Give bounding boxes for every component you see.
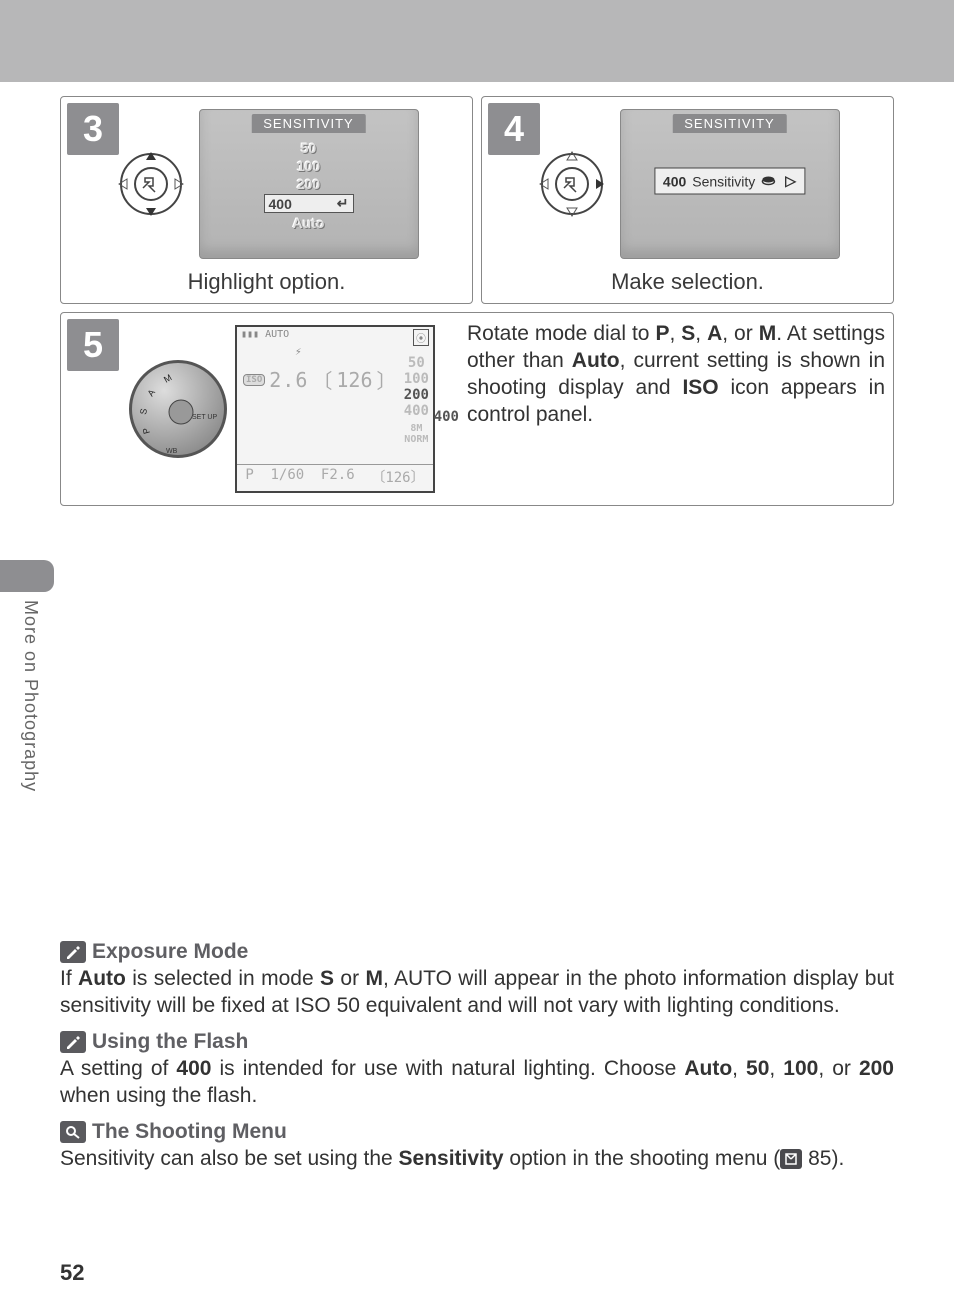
step-3-caption: Highlight option.: [188, 269, 346, 295]
step-5-text: Rotate mode dial to P, S, A, or M. At se…: [467, 321, 885, 429]
side-tab-nub: [0, 560, 54, 592]
lcd-title: SENSITIVITY: [672, 114, 786, 133]
step-3-inner: SENSITIVITY 50 100 200 400 ↵ Auto: [69, 105, 464, 263]
dial-icon: [761, 175, 779, 187]
battery-auto-icon: ▮▮▮ AUTO: [241, 329, 289, 346]
confirm-box: 400 Sensitivity ▷: [654, 168, 805, 195]
lcd-title: SENSITIVITY: [251, 114, 365, 133]
note-menu-body: Sensitivity can also be set using the Se…: [60, 1146, 894, 1173]
page-ref-icon: [780, 1149, 802, 1169]
size-label: 8M: [410, 423, 422, 434]
step-3-badge: 3: [67, 103, 119, 155]
selected-value: 400: [269, 196, 292, 212]
side-val: 50: [408, 355, 425, 371]
side-tab: More on Photography: [0, 560, 54, 880]
sensitivity-panel-step3: SENSITIVITY 50 100 200 400 ↵ Auto: [199, 109, 419, 259]
confirm-value: 400: [663, 173, 686, 189]
note-title: Exposure Mode: [92, 940, 248, 964]
side-tab-label: More on Photography: [20, 600, 41, 792]
step-4-cell: 4 SENSITIVITY 400: [481, 96, 894, 304]
shutter-value: 1/60: [270, 467, 304, 487]
sensitivity-panel-step4: SENSITIVITY 400 Sensitivity ▷: [620, 109, 840, 259]
fstop-value: F2.6: [321, 467, 355, 487]
content-area: 3 SENSITIVITY 50: [0, 82, 954, 506]
shooting-display: ▮▮▮ AUTO ⦿ ⚡ ISO 2.6 〔126〕 50 100 200 40…: [235, 325, 435, 493]
metering-icon: ⦿: [413, 329, 429, 346]
quality-label: NORM: [404, 434, 428, 445]
list-item: Auto: [264, 215, 354, 231]
note-title: The Shooting Menu: [92, 1120, 287, 1144]
svg-text:WB: WB: [166, 448, 178, 455]
enter-icon: ↵: [337, 195, 349, 212]
page-number: 52: [60, 1260, 84, 1286]
count-value: 126: [336, 368, 372, 392]
top-banner: [0, 0, 954, 82]
dpad-icon: [115, 148, 187, 220]
dpad-icon: [536, 148, 608, 220]
svg-text:P: P: [141, 427, 152, 435]
pencil-icon: [60, 1031, 86, 1053]
arrow-right-icon: ▷: [785, 173, 796, 190]
list-item: 100: [264, 158, 354, 174]
bottom-status: P 1/60 F2.6 〔126〕: [237, 464, 433, 489]
iso-badge-icon: ISO: [243, 374, 265, 386]
step-5-left: M A S P SET UP WB ▮▮▮ AUTO ⦿ ⚡: [69, 321, 459, 497]
aperture-value: 2.6: [269, 368, 308, 392]
flash-icon: ⚡: [295, 345, 302, 358]
note-title: Using the Flash: [92, 1030, 248, 1054]
svg-text:A: A: [145, 387, 157, 398]
sensitivity-sidecol: 50 100 200 400 8M NORM: [404, 355, 429, 445]
step-3-cell: 3 SENSITIVITY 50: [60, 96, 473, 304]
svg-text:SET UP: SET UP: [192, 414, 217, 421]
confirm-label: Sensitivity: [692, 173, 755, 189]
note-flash-head: Using the Flash: [60, 1030, 248, 1054]
list-item: 200: [264, 176, 354, 192]
callout-400: 400: [434, 409, 459, 425]
main-readout: ISO 2.6 〔126〕: [243, 365, 397, 394]
pencil-icon: [60, 941, 86, 963]
step-5-cell: 5 M A S P SET UP WB ▮▮▮: [60, 312, 894, 506]
svg-text:S: S: [138, 408, 149, 416]
mode-indicator: P: [245, 467, 253, 487]
side-val-hl: 200: [404, 387, 429, 403]
magnifier-icon: [60, 1121, 86, 1143]
svg-text:M: M: [162, 372, 173, 384]
list-item-selected: 400 ↵: [264, 194, 354, 213]
step-4-inner: SENSITIVITY 400 Sensitivity ▷: [490, 105, 885, 263]
remain-value: 126: [385, 470, 410, 486]
sensitivity-list: 50 100 200 400 ↵ Auto: [264, 140, 354, 231]
list-item: 50: [264, 140, 354, 156]
step-row-3-4: 3 SENSITIVITY 50: [60, 96, 894, 304]
side-val: 400: [404, 403, 429, 419]
step-4-caption: Make selection.: [611, 269, 764, 295]
step-4-badge: 4: [488, 103, 540, 155]
note-menu-head: The Shooting Menu: [60, 1120, 287, 1144]
notes-section: Exposure Mode If Auto is selected in mod…: [60, 930, 894, 1172]
note-exposure-body: If Auto is selected in mode S or M, AUTO…: [60, 966, 894, 1020]
note-exposure-head: Exposure Mode: [60, 940, 248, 964]
mode-dial-icon: M A S P SET UP WB: [129, 360, 227, 458]
note-flash-body: A setting of 400 is intended for use wit…: [60, 1056, 894, 1110]
side-val: 100: [404, 371, 429, 387]
